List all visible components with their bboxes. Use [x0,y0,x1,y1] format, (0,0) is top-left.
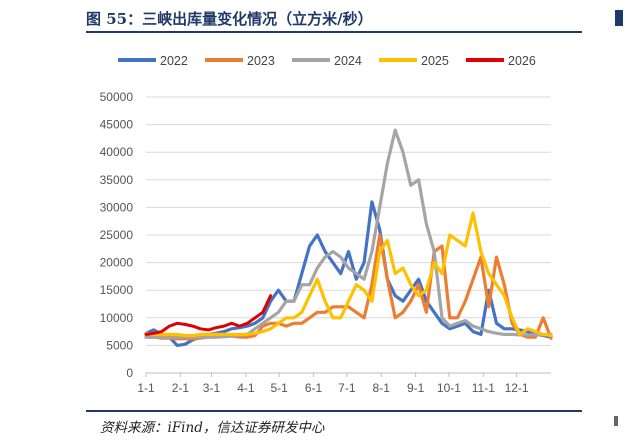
y-tick-label: 10000 [100,311,134,325]
series-line-2024 [144,128,553,339]
y-tick-label: 0 [126,366,133,380]
y-tick-label: 5000 [106,338,133,352]
legend-label-2026: 2026 [508,54,536,68]
y-tick-label: 50000 [100,90,134,104]
y-tick-label: 15000 [100,283,134,297]
x-tick-label: 1-1 [137,381,155,395]
legend-label-2024: 2024 [334,54,362,68]
source-rule [86,410,582,412]
legend-label-2025: 2025 [421,54,449,68]
legend: 2022 2023 2024 2025 2026 [118,54,536,68]
x-tick-label: 10-1 [437,381,461,395]
x-tick-label: 12-1 [505,381,529,395]
x-axis-ticks: 1-1 2-1 3-1 4-1 5-1 6-1 7-1 8-1 9-1 10-1 11-1 12-1 [137,373,529,395]
figure-source: 资料来源：iFind，信达证券研发中心 [100,420,325,436]
y-tick-label: 25000 [100,228,134,242]
x-tick-label: 6-1 [305,381,323,395]
y-tick-label: 45000 [100,118,134,132]
y-tick-label: 35000 [100,173,134,187]
x-tick-label: 2-1 [172,381,190,395]
series-line-2026 [144,294,273,336]
series-line-2025 [144,211,553,338]
series-lines [144,128,553,347]
y-axis-ticks: 0 5000 10000 15000 20000 25000 30000 35000 40000… [100,90,134,380]
figure-title: 图 55：三峡出库量变化情况（立方米/秒） [86,10,373,28]
x-tick-label: 5-1 [270,381,288,395]
x-tick-label: 11-1 [472,381,495,395]
x-tick-label: 8-1 [373,381,391,395]
y-tick-label: 40000 [100,145,134,159]
y-tick-label: 30000 [100,200,134,214]
x-tick-label: 7-1 [338,381,356,395]
y-tick-label: 20000 [100,256,134,270]
legend-label-2022: 2022 [160,54,188,68]
neighbor-edge-mark [615,10,623,26]
legend-label-2023: 2023 [247,54,275,68]
neighbor-edge-mark-bottom [614,416,618,426]
title-rule [86,31,582,33]
x-tick-label: 9-1 [407,381,425,395]
x-tick-label: 3-1 [203,381,221,395]
x-tick-label: 4-1 [237,381,255,395]
